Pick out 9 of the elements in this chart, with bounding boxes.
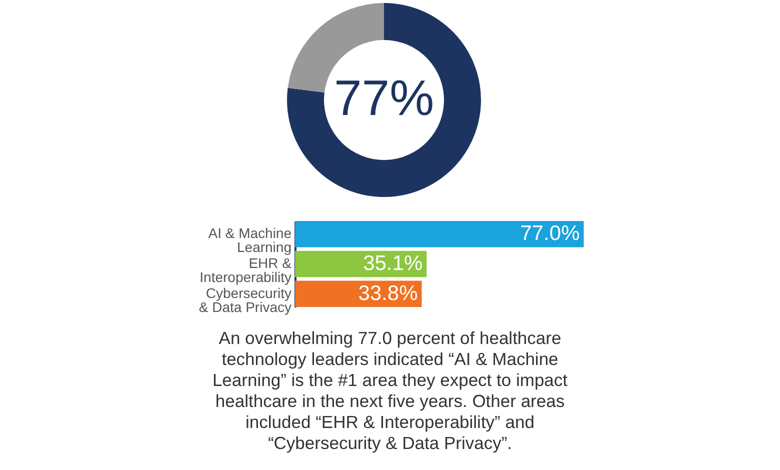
y-tick-label: EHR & Interoperability <box>200 255 292 285</box>
text: An overwhelming 77.0 percent of healthcare technology leaders indicated “AI & Machine Learning” is the #1 area they expect to impact healthcare in the next five years. Other areas included “EHR & Interoperability” and “Cybersecurity & Data Privacy”. <box>211 328 569 454</box>
text: 77% <box>334 70 434 126</box>
data-label: 35.1% <box>363 252 423 275</box>
data-label: 77.0% <box>520 222 580 246</box>
donut-slice <box>287 3 481 197</box>
data-label: 33.8% <box>358 282 418 305</box>
y-tick-label: Cybersecurity & Data Privacy <box>198 284 292 315</box>
y-tick-label: AI & Machine Learning <box>208 225 292 256</box>
